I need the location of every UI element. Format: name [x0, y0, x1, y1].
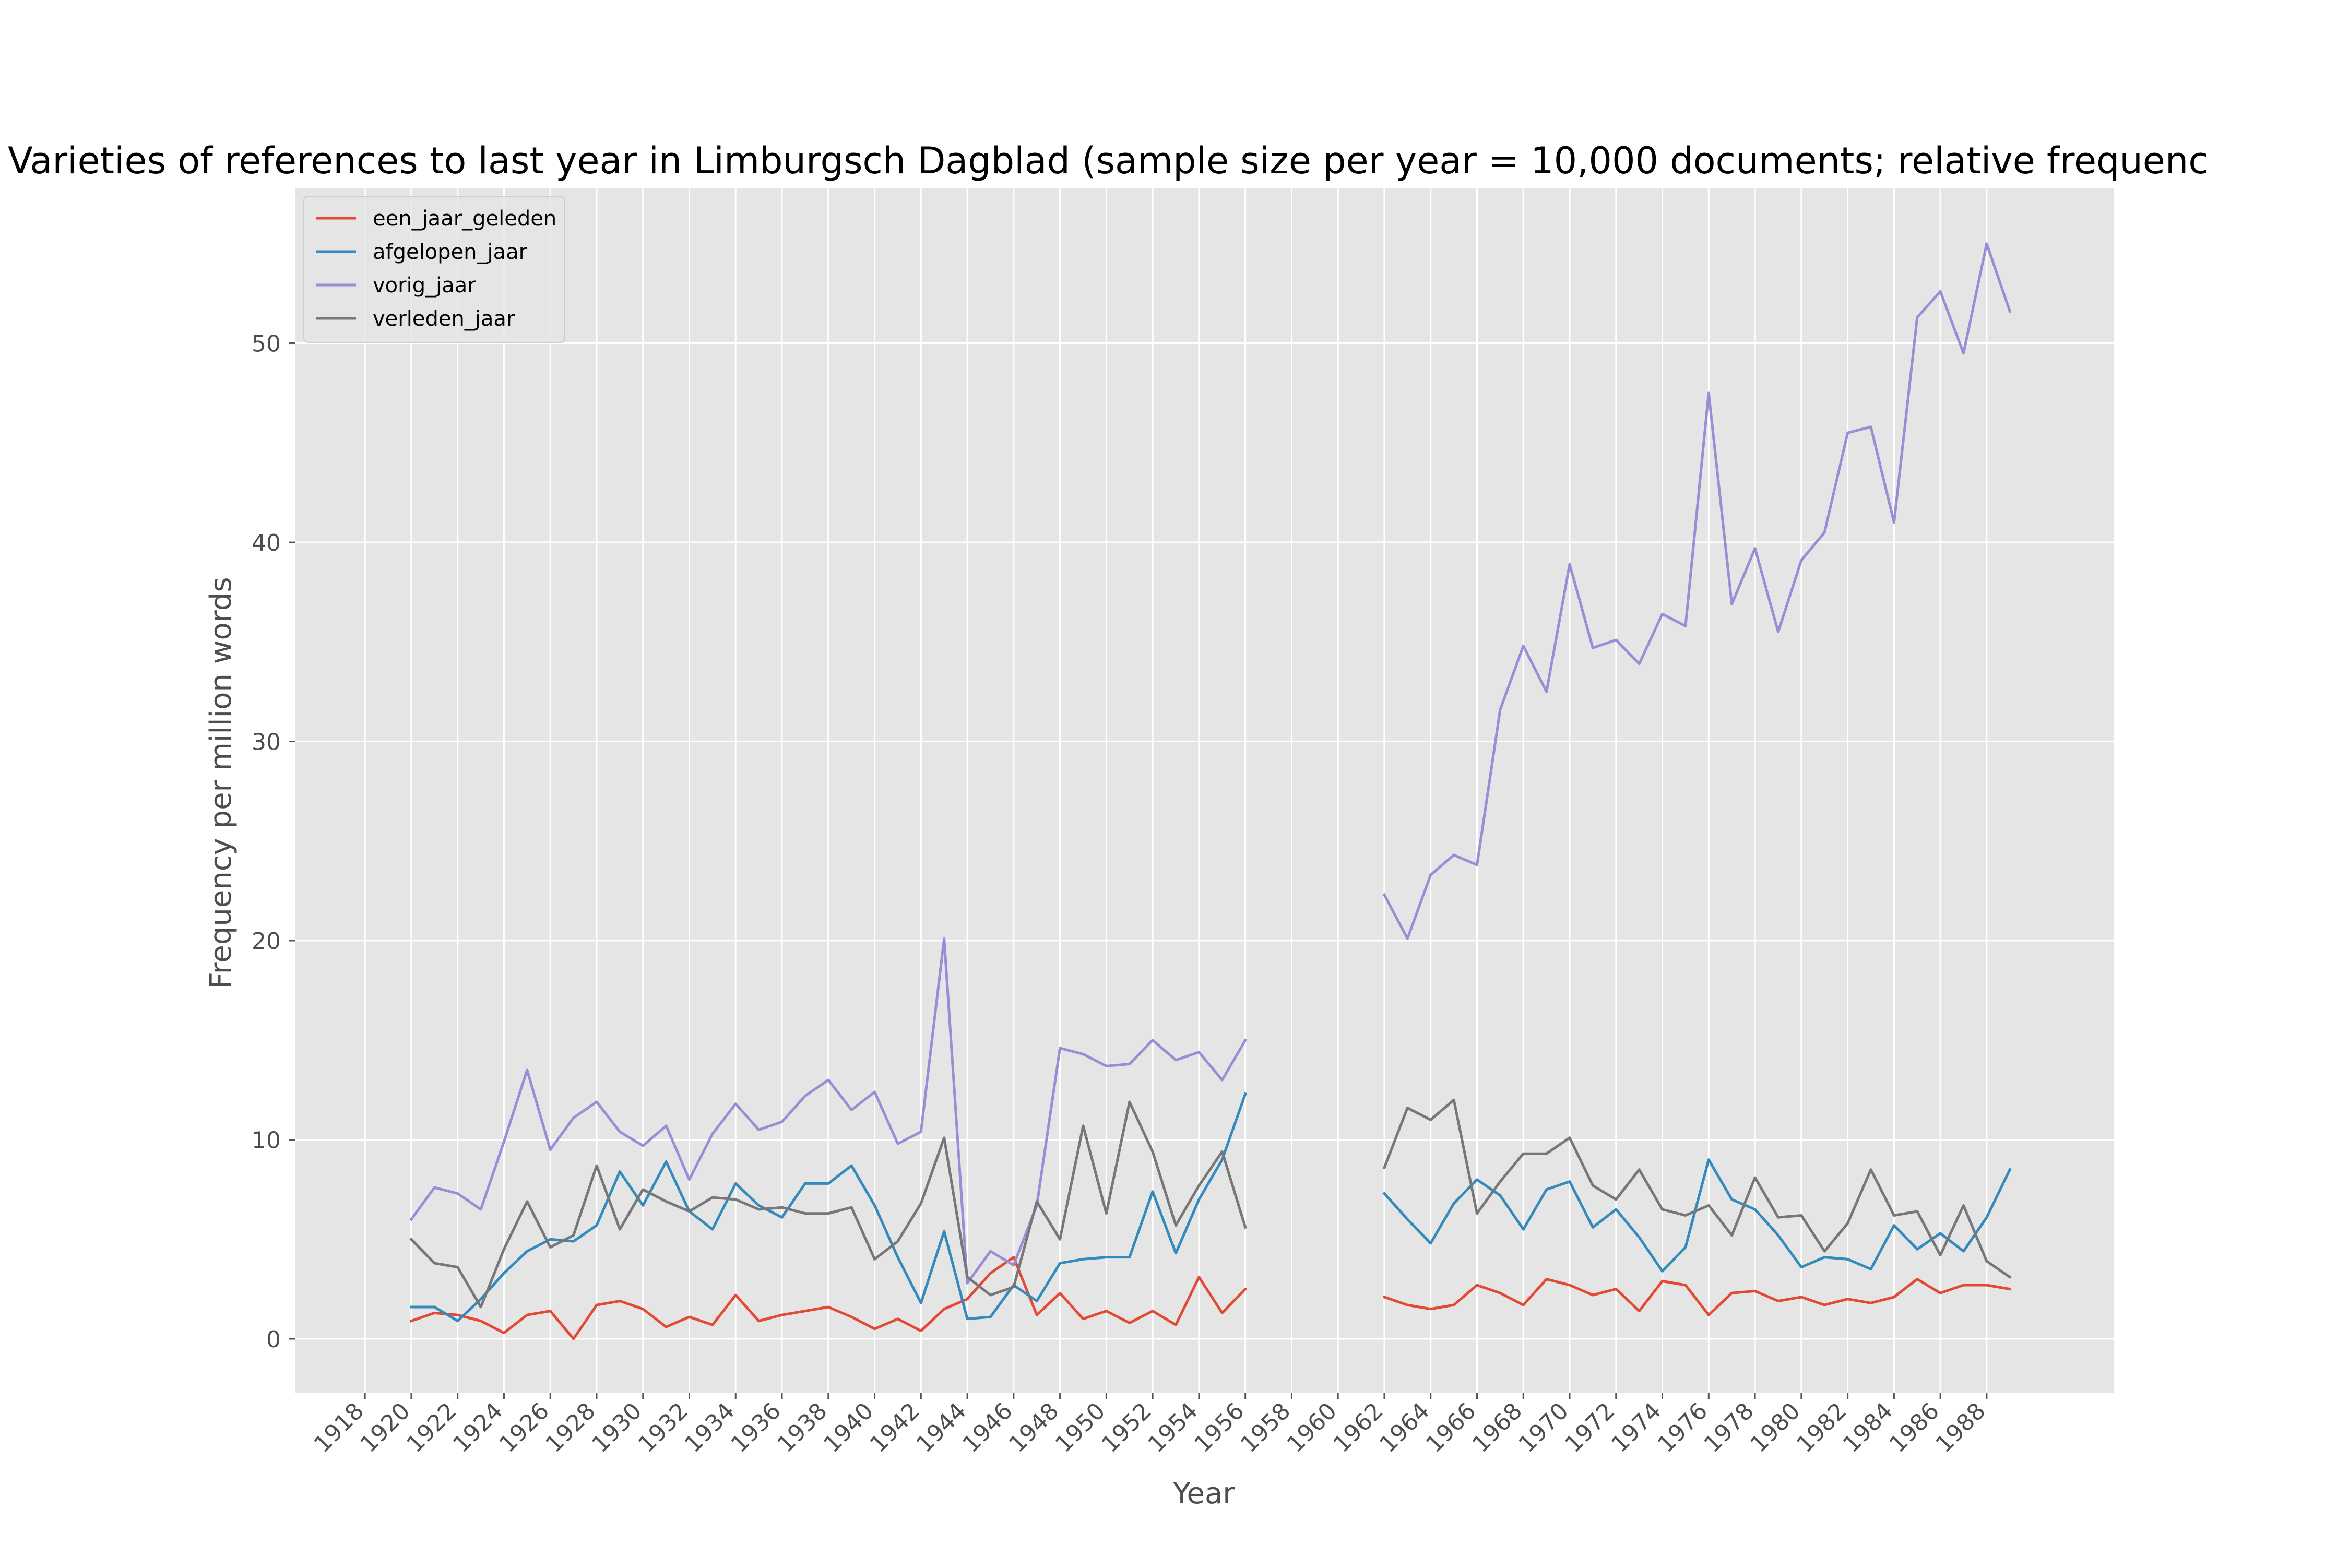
y-tick-label: 50 [252, 331, 281, 358]
x-tick-label: 1932 [633, 1398, 693, 1458]
legend-label: vorig_jaar [373, 274, 476, 298]
x-tick-label: 1966 [1421, 1398, 1481, 1458]
legend-box [303, 196, 565, 343]
series-line [409, 1256, 1248, 1340]
x-tick-label: 1980 [1745, 1398, 1805, 1458]
x-tick-label: 1936 [726, 1398, 786, 1458]
legend-item: afgelopen_jaar [316, 240, 528, 264]
x-tick-label: 1988 [1930, 1398, 1990, 1458]
series-verleden-jaar [409, 1098, 2012, 1309]
x-tick-label: 1958 [1236, 1398, 1296, 1458]
x-tick-label: 1972 [1560, 1398, 1620, 1458]
x-tick-label: 1924 [448, 1398, 508, 1458]
chart-title: Varieties of references to last year in … [8, 139, 2209, 182]
y-axis-label: Frequency per million words [204, 577, 238, 989]
legend: een_jaar_geleden afgelopen_jaar vorig_jaar… [303, 196, 565, 343]
x-tick-label: 1956 [1189, 1398, 1249, 1458]
x-tick-label: 1986 [1884, 1398, 1944, 1458]
x-tick-label: 1940 [818, 1398, 879, 1458]
x-tick-label: 1976 [1653, 1398, 1713, 1458]
x-tick-label: 1930 [587, 1398, 647, 1458]
x-tick-label: 1960 [1282, 1398, 1342, 1458]
x-tick-label: 1946 [957, 1398, 1017, 1458]
x-tick-label: 1934 [680, 1398, 740, 1458]
legend-label: afgelopen_jaar [373, 240, 528, 264]
x-tick-label: 1918 [309, 1398, 369, 1458]
y-tick-label: 40 [252, 530, 281, 556]
series-line [410, 1092, 1247, 1323]
legend-label: verleden_jaar [373, 307, 515, 331]
series-line [1382, 1158, 2012, 1273]
x-axis: 1918192019221924192619281930193219341936… [309, 1393, 1991, 1458]
x-tick-label: 1950 [1050, 1398, 1110, 1458]
x-tick-label: 1974 [1606, 1398, 1666, 1458]
y-tick-label: 10 [252, 1127, 281, 1154]
x-axis-label: Year [1172, 1477, 1236, 1511]
plot-area [295, 188, 2114, 1393]
y-tick-label: 30 [252, 729, 281, 756]
legend-item: vorig_jaar [316, 274, 476, 298]
x-tick-label: 1926 [494, 1398, 554, 1458]
series-lines [409, 242, 2012, 1340]
x-tick-label: 1984 [1838, 1398, 1898, 1458]
legend-item: verleden_jaar [316, 307, 515, 331]
x-tick-label: 1964 [1374, 1398, 1434, 1458]
x-tick-label: 1942 [865, 1398, 925, 1458]
series-line [1382, 1278, 2012, 1316]
x-tick-label: 1928 [540, 1398, 600, 1458]
x-tick-label: 1970 [1514, 1398, 1574, 1458]
y-axis: 0 10 20 30 40 50 [252, 331, 295, 1353]
series-line [409, 1100, 1247, 1309]
x-tick-label: 1944 [911, 1398, 971, 1458]
x-tick-label: 1952 [1097, 1398, 1157, 1458]
x-tick-label: 1920 [355, 1398, 415, 1458]
series-vorig-jaar [409, 242, 2012, 1285]
series-line [1382, 1098, 2012, 1279]
y-tick-label: 0 [266, 1326, 281, 1353]
x-tick-label: 1938 [772, 1398, 832, 1458]
x-tick-label: 1954 [1143, 1398, 1203, 1458]
series-line [1382, 242, 2012, 940]
series-line [409, 937, 1248, 1285]
series-een-jaar-geleden [409, 1256, 2012, 1340]
x-tick-label: 1962 [1328, 1398, 1388, 1458]
x-tick-label: 1978 [1699, 1398, 1759, 1458]
x-tick-label: 1968 [1467, 1398, 1527, 1458]
x-tick-label: 1948 [1004, 1398, 1064, 1458]
x-tick-label: 1982 [1792, 1398, 1852, 1458]
y-tick-label: 20 [252, 928, 281, 955]
legend-label: een_jaar_geleden [373, 207, 556, 231]
x-tick-label: 1922 [401, 1398, 461, 1458]
legend-item: een_jaar_geleden [316, 207, 556, 231]
series-afgelopen-jaar [410, 1092, 2012, 1323]
